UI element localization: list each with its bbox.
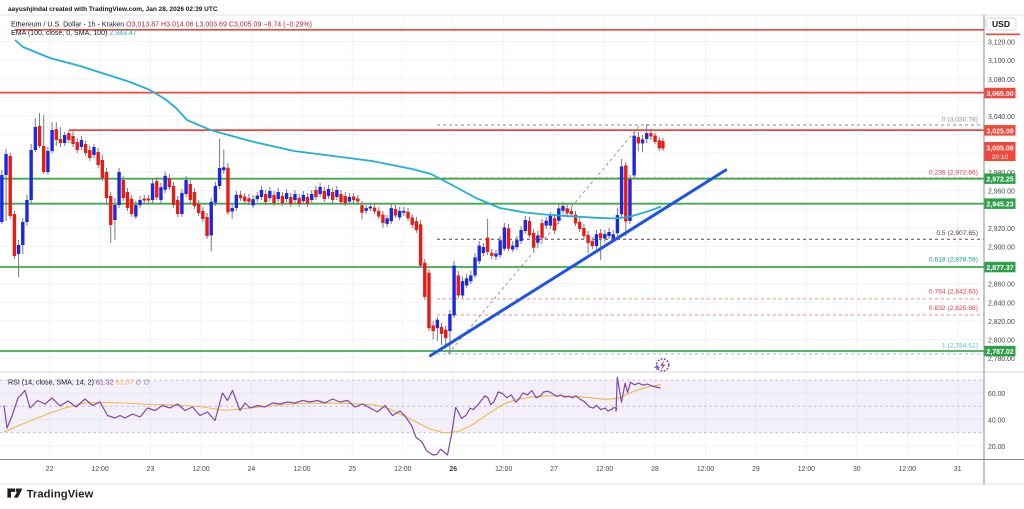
- svg-text:USD: USD: [992, 19, 1010, 29]
- svg-text:3,025.09: 3,025.09: [986, 128, 1013, 135]
- svg-text:40.00: 40.00: [988, 417, 1005, 424]
- svg-text:2,900.00: 2,900.00: [988, 244, 1015, 251]
- svg-text:3,005.09: 3,005.09: [986, 146, 1013, 153]
- svg-text:2,780.00: 2,780.00: [988, 356, 1015, 363]
- svg-text:12:00: 12:00: [91, 466, 108, 473]
- svg-text:2,945.23: 2,945.23: [986, 202, 1013, 209]
- svg-text:2,920.00: 2,920.00: [988, 226, 1015, 233]
- svg-text:RSI (14, close, SMA, 14, 2) 61: RSI (14, close, SMA, 14, 2) 61.32 61.07 …: [8, 379, 150, 387]
- svg-text:60.00: 60.00: [988, 391, 1005, 398]
- svg-text:2,960.00: 2,960.00: [988, 189, 1015, 196]
- svg-text:12:00: 12:00: [394, 466, 411, 473]
- svg-text:0.618 (2,878.59): 0.618 (2,878.59): [929, 256, 978, 263]
- svg-text:TradingView: TradingView: [27, 488, 94, 500]
- svg-text:27: 27: [550, 466, 558, 473]
- svg-text:2,800.00: 2,800.00: [988, 338, 1015, 345]
- svg-text:12:00: 12:00: [192, 466, 209, 473]
- svg-text:12:00: 12:00: [697, 466, 714, 473]
- svg-text:20.00: 20.00: [988, 444, 1005, 451]
- svg-text:2,877.37: 2,877.37: [986, 265, 1013, 272]
- svg-text:aayushjindal created with Trad: aayushjindal created with TradingView.co…: [8, 6, 218, 13]
- svg-text:25: 25: [348, 466, 356, 473]
- svg-text:3,040.00: 3,040.00: [988, 114, 1015, 121]
- svg-text:0.764 (2,842.63): 0.764 (2,842.63): [929, 288, 978, 295]
- svg-text:12:00: 12:00: [495, 466, 512, 473]
- svg-text:0.832 (2,825.88): 0.832 (2,825.88): [929, 305, 978, 312]
- svg-text:2,860.00: 2,860.00: [988, 282, 1015, 289]
- svg-text:0.5 (2,907.65): 0.5 (2,907.65): [936, 230, 978, 237]
- svg-text:12:00: 12:00: [596, 466, 613, 473]
- svg-text:2,820.00: 2,820.00: [988, 319, 1015, 326]
- svg-text:31: 31: [954, 466, 962, 473]
- svg-text:1 (2,784.51): 1 (2,784.51): [942, 343, 978, 350]
- svg-text:Ethereum / U.S. Dollar - 1h -: Ethereum / U.S. Dollar - 1h - Kraken O3,…: [11, 22, 312, 29]
- svg-text:3,065.00: 3,065.00: [986, 91, 1013, 98]
- svg-text:EMA (100, close, 0, SMA, 100): EMA (100, close, 0, SMA, 100) 2,943.47: [11, 30, 137, 37]
- svg-text:12:00: 12:00: [798, 466, 815, 473]
- svg-text:0.236 (2,972.66): 0.236 (2,972.66): [929, 170, 978, 177]
- svg-text:12:00: 12:00: [899, 466, 916, 473]
- svg-text:28: 28: [651, 466, 659, 473]
- svg-text:24: 24: [248, 466, 256, 473]
- svg-text:2,787.02: 2,787.02: [986, 349, 1013, 356]
- svg-text:3,120.00: 3,120.00: [988, 40, 1015, 47]
- svg-text:20:10: 20:10: [992, 154, 1009, 161]
- svg-text:0 (3,030.78): 0 (3,030.78): [942, 117, 978, 124]
- svg-text:30: 30: [853, 466, 861, 473]
- svg-text:22: 22: [46, 466, 54, 473]
- svg-text:23: 23: [147, 466, 155, 473]
- svg-text:29: 29: [752, 466, 760, 473]
- svg-text:12:00: 12:00: [293, 466, 310, 473]
- svg-text:3,080.00: 3,080.00: [988, 77, 1015, 84]
- svg-text:2,840.00: 2,840.00: [988, 300, 1015, 307]
- svg-text:2,972.25: 2,972.25: [986, 177, 1013, 184]
- svg-text:3,100.00: 3,100.00: [988, 58, 1015, 65]
- svg-text:26: 26: [449, 466, 457, 473]
